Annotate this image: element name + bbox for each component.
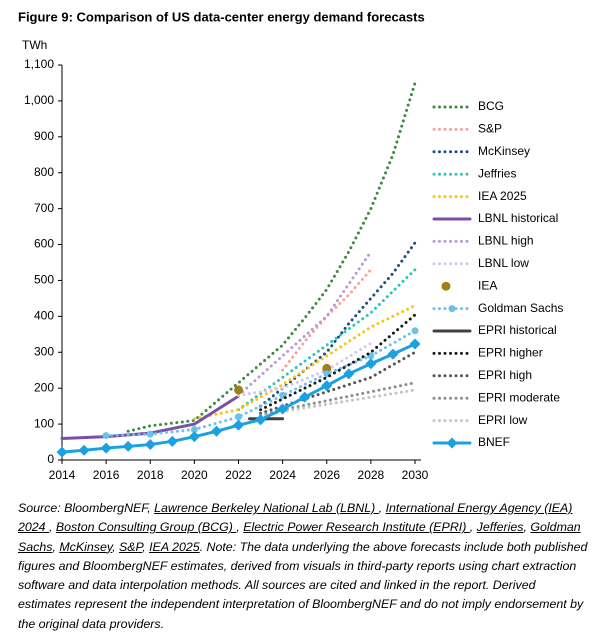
x-tick-label: 2030 xyxy=(402,468,429,482)
legend-label: BCG xyxy=(478,99,504,113)
legend-label: EPRI high xyxy=(478,368,532,382)
legend-label: LBNL historical xyxy=(478,211,558,225)
legend-label: EPRI historical xyxy=(478,323,557,337)
source-link[interactable]: Lawrence Berkeley National Lab (LBNL) xyxy=(154,501,379,515)
legend-label: EPRI higher xyxy=(478,346,543,360)
legend-label: LBNL high xyxy=(478,234,534,248)
data-point xyxy=(210,425,222,437)
legend-label: EPRI moderate xyxy=(478,390,560,404)
source-link[interactable]: Goldman Sachs xyxy=(18,520,581,554)
series-line xyxy=(192,304,417,421)
source-text: , xyxy=(469,520,477,535)
chart: Figure 9: Comparison of US data-center e… xyxy=(18,9,563,482)
source-text: , xyxy=(378,501,386,515)
source-link[interactable]: Boston Consulting Group (BCG) xyxy=(55,520,237,535)
data-point xyxy=(321,380,333,392)
series-line xyxy=(237,268,417,412)
y-tick-label: 300 xyxy=(34,344,54,358)
x-tick-label: 2014 xyxy=(49,468,76,482)
y-tick-label: 0 xyxy=(47,452,54,466)
y-tick-label: 100 xyxy=(34,416,54,430)
y-tick-label: 700 xyxy=(34,201,54,215)
legend-label: LBNL low xyxy=(478,256,529,270)
y-tick-label: 1,100 xyxy=(24,57,54,71)
data-point xyxy=(343,368,355,380)
source-link[interactable]: International Energy Agency (IEA) 2024 xyxy=(18,501,573,535)
data-point xyxy=(146,430,154,438)
legend-swatch xyxy=(448,305,456,313)
legend-label: EPRI low xyxy=(478,413,528,427)
source-link[interactable]: McKinsey xyxy=(59,539,113,554)
legend-label: IEA 2025 xyxy=(478,189,527,203)
x-tick-label: 2018 xyxy=(137,468,164,482)
data-point xyxy=(56,446,68,458)
y-tick-label: 500 xyxy=(34,273,54,287)
source-text: , xyxy=(49,520,56,535)
data-point xyxy=(78,444,90,456)
x-tick-label: 2028 xyxy=(358,468,385,482)
series-line xyxy=(259,350,417,415)
legend-label: Jeffries xyxy=(478,166,516,180)
source-text: , xyxy=(236,520,244,535)
source-text: , xyxy=(142,539,150,554)
legend-swatch xyxy=(446,437,458,449)
data-point xyxy=(122,440,134,452)
series-line xyxy=(126,81,417,433)
y-tick-label: 1,000 xyxy=(24,93,54,107)
y-tick-label: 800 xyxy=(34,165,54,179)
chart-title: Figure 9: Comparison of US data-center e… xyxy=(18,9,425,24)
data-point xyxy=(234,385,243,395)
data-point xyxy=(144,439,156,451)
series-line xyxy=(104,329,417,438)
source-text: Source: BloombergNEF, xyxy=(18,501,155,515)
legend-swatch xyxy=(441,281,451,291)
source-link[interactable]: Electric Power Research Institute (EPRI) xyxy=(243,520,470,535)
data-point xyxy=(188,431,200,443)
data-point xyxy=(190,425,198,433)
source-note: Source: BloombergNEF, Lawrence Berkeley … xyxy=(18,499,590,634)
data-point xyxy=(233,419,244,431)
x-tick-label: 2020 xyxy=(181,468,208,482)
data-point xyxy=(387,348,399,360)
y-tick-label: 400 xyxy=(34,309,54,323)
data-point xyxy=(100,442,112,454)
source-text: , xyxy=(523,520,531,535)
series-line xyxy=(237,341,373,397)
x-tick-label: 2026 xyxy=(313,468,340,482)
source-link[interactable]: S&P xyxy=(119,539,143,554)
data-point xyxy=(411,327,419,335)
y-tick-label: 200 xyxy=(34,380,54,394)
data-point xyxy=(235,413,242,421)
series-line xyxy=(259,241,417,408)
data-point xyxy=(365,358,377,370)
source-link[interactable]: IEA 2025 xyxy=(149,539,200,554)
data-point xyxy=(299,391,311,403)
legend-label: Goldman Sachs xyxy=(478,301,563,315)
x-tick-label: 2024 xyxy=(269,468,296,482)
data-point xyxy=(277,403,289,415)
legend-label: BNEF xyxy=(478,435,510,449)
source-text: , xyxy=(112,539,120,554)
y-tick-label: 600 xyxy=(34,237,54,251)
x-tick-label: 2022 xyxy=(225,468,252,482)
source-link[interactable]: Jefferies xyxy=(476,520,524,535)
y-tick-label: 900 xyxy=(34,129,54,143)
legend-label: S&P xyxy=(478,122,502,136)
data-point xyxy=(409,338,421,350)
data-point xyxy=(322,363,332,373)
source-text: . Note: The data underlying the above fo… xyxy=(18,539,588,631)
data-point xyxy=(166,435,178,447)
series-line xyxy=(237,250,373,397)
series-line xyxy=(259,313,417,412)
legend-label: IEA xyxy=(478,278,497,292)
data-point xyxy=(102,432,110,440)
source-text: , xyxy=(52,539,60,554)
y-axis-label: TWh xyxy=(22,38,47,52)
data-point xyxy=(255,414,267,426)
legend-label: McKinsey xyxy=(478,144,530,158)
x-tick-label: 2016 xyxy=(93,468,120,482)
